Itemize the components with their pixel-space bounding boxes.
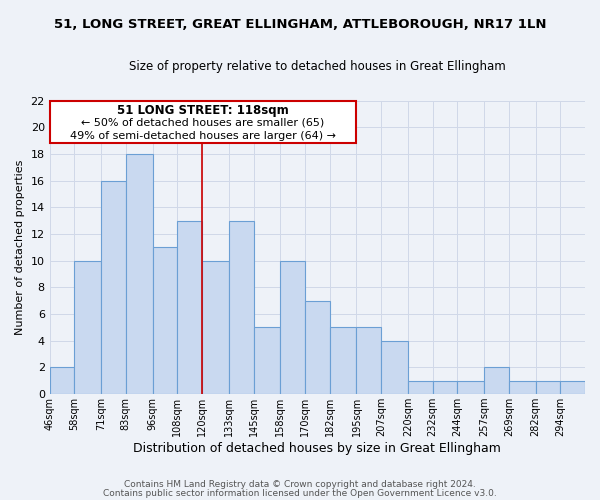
Text: 51, LONG STREET, GREAT ELLINGHAM, ATTLEBOROUGH, NR17 1LN: 51, LONG STREET, GREAT ELLINGHAM, ATTLEB… [54, 18, 546, 30]
FancyBboxPatch shape [50, 100, 356, 144]
Bar [560, 381, 585, 394]
Text: 49% of semi-detached houses are larger (64) →: 49% of semi-detached houses are larger (… [70, 130, 336, 140]
Bar [509, 381, 536, 394]
Bar [305, 300, 329, 394]
Bar [126, 154, 152, 394]
Bar [280, 260, 305, 394]
X-axis label: Distribution of detached houses by size in Great Ellingham: Distribution of detached houses by size … [133, 442, 501, 455]
Bar [381, 341, 408, 394]
Bar [433, 381, 457, 394]
Bar [457, 381, 484, 394]
Bar [229, 220, 254, 394]
Bar [536, 381, 560, 394]
Bar [101, 180, 126, 394]
Bar [202, 260, 229, 394]
Y-axis label: Number of detached properties: Number of detached properties [15, 160, 25, 335]
Bar [152, 248, 178, 394]
Text: 51 LONG STREET: 118sqm: 51 LONG STREET: 118sqm [117, 104, 289, 117]
Bar [408, 381, 433, 394]
Bar [74, 260, 101, 394]
Bar [254, 328, 280, 394]
Text: Contains HM Land Registry data © Crown copyright and database right 2024.: Contains HM Land Registry data © Crown c… [124, 480, 476, 489]
Bar [50, 368, 74, 394]
Text: Contains public sector information licensed under the Open Government Licence v3: Contains public sector information licen… [103, 488, 497, 498]
Title: Size of property relative to detached houses in Great Ellingham: Size of property relative to detached ho… [129, 60, 506, 73]
Bar [356, 328, 381, 394]
Text: ← 50% of detached houses are smaller (65): ← 50% of detached houses are smaller (65… [82, 117, 325, 127]
Bar [178, 220, 202, 394]
Bar [329, 328, 356, 394]
Bar [484, 368, 509, 394]
